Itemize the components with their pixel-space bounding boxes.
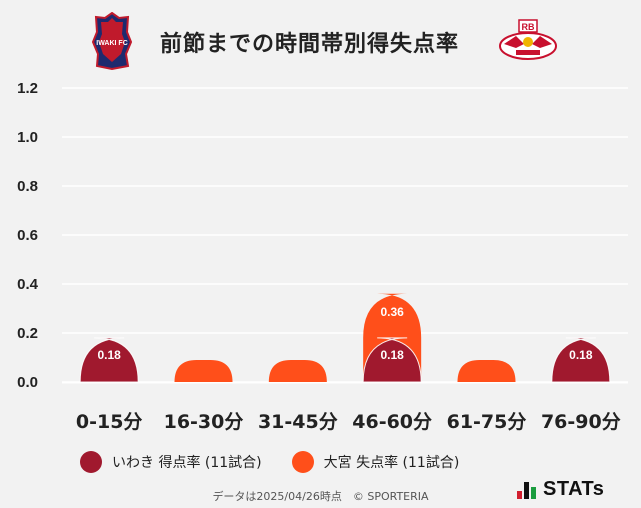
bar-away-4 bbox=[457, 359, 516, 382]
gridlines bbox=[62, 87, 628, 384]
x-tick-label: 61-75分 bbox=[447, 411, 527, 433]
y-tick-label: 1.0 bbox=[17, 129, 38, 146]
legend: いわき 得点率 (11試合) 大宮 失点率 (11試合) bbox=[80, 449, 489, 475]
footer-note: データは2025/04/26時点 © SPORTERIA bbox=[212, 490, 429, 503]
header: IWAKI FC 前節までの時間帯別得失点率 RB bbox=[0, 0, 641, 80]
stats-logo-icon bbox=[517, 481, 536, 499]
data-labels: 0.18 0.18 0.18 0.36 bbox=[97, 305, 592, 362]
legend-swatch-away bbox=[291, 451, 314, 473]
y-tick-label: 0.2 bbox=[17, 325, 38, 342]
x-tick-label: 16-30分 bbox=[164, 411, 244, 433]
legend-label-home: いわき 得点率 (11試合) bbox=[112, 455, 262, 471]
bar-home-0 bbox=[79, 337, 139, 383]
stats-brand: STATs bbox=[543, 478, 605, 500]
legend-item-away: 大宮 失点率 (11試合) bbox=[291, 451, 460, 473]
legend-swatch-home bbox=[80, 451, 102, 473]
iwaki-crest-text: IWAKI FC bbox=[96, 40, 128, 47]
rb-omiya-crest: RB bbox=[499, 19, 557, 60]
data-label: 0.18 bbox=[569, 348, 593, 362]
bar-home-3 bbox=[362, 337, 422, 383]
bar-away-2 bbox=[268, 359, 327, 382]
x-tick-label: 76-90分 bbox=[541, 411, 621, 433]
data-label: 0.36 bbox=[380, 305, 404, 319]
y-tick-label: 0.6 bbox=[17, 227, 38, 244]
iwaki-fc-crest: IWAKI FC bbox=[92, 12, 132, 70]
y-axis: 0.0 0.2 0.4 0.6 0.8 1.0 1.2 bbox=[17, 80, 39, 391]
rb-crest-text: RB bbox=[522, 22, 535, 32]
stats-logo: STATs bbox=[517, 478, 604, 501]
x-tick-label: 0-15分 bbox=[76, 411, 143, 433]
x-axis: 0-15分 16-30分 31-45分 46-60分 61-75分 76-90分 bbox=[76, 411, 621, 433]
chart-title: 前節までの時間帯別得失点率 bbox=[160, 32, 460, 57]
legend-label-away: 大宮 失点率 (11試合) bbox=[323, 455, 460, 471]
x-tick-label: 31-45分 bbox=[258, 411, 338, 433]
y-tick-label: 1.2 bbox=[17, 80, 38, 97]
bar-away-1 bbox=[174, 359, 233, 382]
bar-chart: 0.0 0.2 0.4 0.6 0.8 1.0 1.2 0.18 0.18 0.18 0.36 0… bbox=[17, 80, 628, 433]
y-tick-label: 0.0 bbox=[17, 374, 38, 391]
bars bbox=[79, 293, 611, 383]
y-tick-label: 0.4 bbox=[17, 276, 39, 293]
x-tick-label: 46-60分 bbox=[352, 411, 432, 433]
y-tick-label: 0.8 bbox=[17, 178, 38, 195]
legend-item-home: いわき 得点率 (11試合) bbox=[80, 451, 262, 473]
data-label: 0.18 bbox=[97, 348, 121, 362]
data-label: 0.18 bbox=[380, 348, 404, 362]
